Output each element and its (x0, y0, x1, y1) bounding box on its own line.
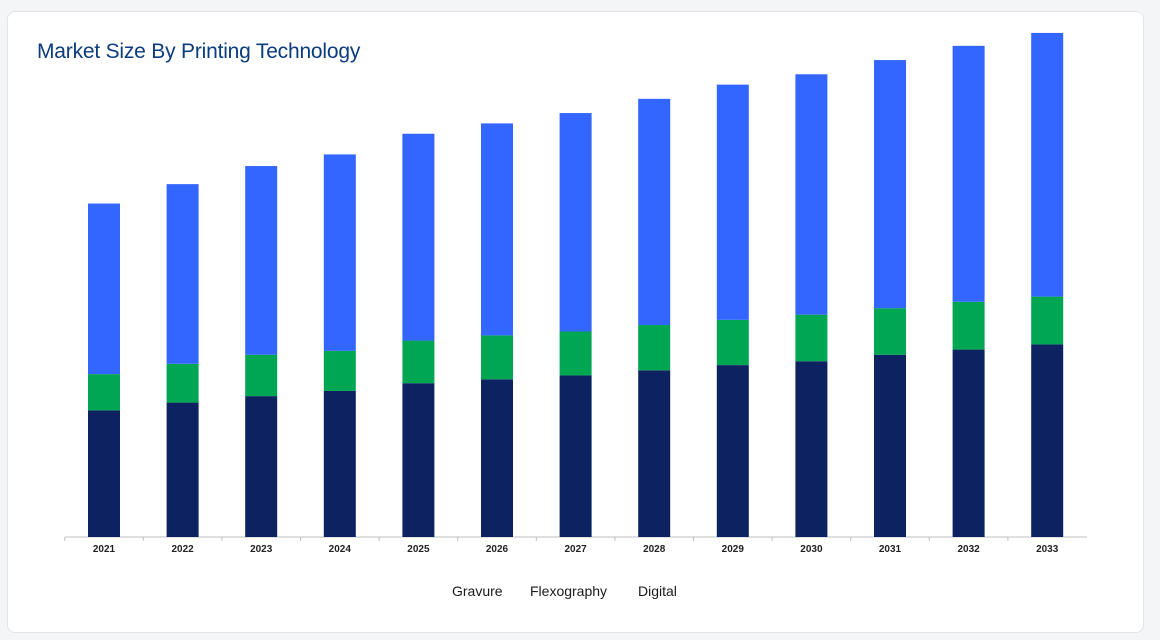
bar-digital-2021[interactable] (88, 203, 120, 375)
bar-flexography-2032[interactable] (952, 301, 985, 350)
bar-flexography-2029[interactable] (716, 319, 749, 366)
bar-gravure-2026[interactable] (481, 379, 513, 537)
bar-digital-2026[interactable] (481, 123, 513, 336)
bar-gravure-2032[interactable] (952, 349, 985, 537)
legend-item-digital[interactable]: Digital (638, 583, 677, 599)
bar-gravure-2031[interactable] (874, 354, 906, 537)
x-tick-label-2027: 2027 (564, 544, 587, 555)
x-tick-label-2030: 2030 (800, 544, 823, 555)
legend-item-gravure[interactable]: Gravure (452, 583, 503, 599)
bar-digital-2023[interactable] (245, 166, 278, 355)
bar-gravure-2028[interactable] (638, 370, 671, 537)
legend-item-flexography[interactable]: Flexography (530, 583, 607, 599)
x-tick-label-2028: 2028 (643, 544, 666, 555)
x-tick-label-2021: 2021 (93, 544, 116, 555)
bar-digital-2029[interactable] (716, 84, 749, 320)
x-tick-group: 2021 2022 2023 2024 2025 2026 2027 2028 2029 2030… (64, 537, 1059, 555)
bar-gravure-2022[interactable] (166, 402, 199, 537)
bar-flexography-2027[interactable] (559, 331, 592, 376)
bar-flexography-2023[interactable] (245, 354, 278, 397)
bar-flexography-2024[interactable] (323, 350, 356, 391)
bar-digital-2024[interactable] (323, 154, 356, 351)
bar-digital-2028[interactable] (638, 98, 671, 326)
bar-gravure-2029[interactable] (716, 365, 749, 537)
bar-gravure-2023[interactable] (245, 396, 278, 537)
bar-flexography-2026[interactable] (481, 335, 513, 380)
x-tick-label-2032: 2032 (957, 544, 980, 555)
x-tick-label-2029: 2029 (722, 544, 745, 555)
x-tick-label-2031: 2031 (879, 544, 902, 555)
bar-digital-2031[interactable] (874, 60, 906, 309)
x-tick-label-2022: 2022 (171, 544, 194, 555)
bar-flexography-2028[interactable] (638, 325, 671, 371)
bar-flexography-2031[interactable] (874, 308, 906, 355)
bar-gravure-2025[interactable] (402, 383, 435, 537)
x-tick-label-2024: 2024 (329, 544, 352, 555)
legend[interactable]: Gravure Flexography Digital (452, 583, 677, 599)
x-tick-label-2025: 2025 (407, 544, 430, 555)
bar-digital-2025[interactable] (402, 133, 435, 341)
bar-digital-2033[interactable] (1031, 32, 1064, 297)
bar-flexography-2033[interactable] (1031, 296, 1064, 345)
x-tick-label-2023: 2023 (250, 544, 273, 555)
bar-gravure-2027[interactable] (559, 375, 592, 537)
x-tick-label-2026: 2026 (486, 544, 509, 555)
bar-flexography-2021[interactable] (88, 374, 120, 411)
x-tick-label-2033: 2033 (1036, 544, 1059, 555)
bar-digital-2022[interactable] (166, 184, 199, 364)
bar-digital-2030[interactable] (795, 74, 828, 315)
bar-digital-2027[interactable] (559, 113, 592, 332)
bar-flexography-2030[interactable] (795, 314, 828, 362)
bar-gravure-2021[interactable] (88, 410, 120, 537)
bar-gravure-2033[interactable] (1031, 344, 1064, 537)
bar-gravure-2024[interactable] (323, 390, 356, 537)
bar-group (88, 32, 1064, 537)
bar-digital-2032[interactable] (952, 45, 985, 302)
bar-flexography-2022[interactable] (166, 363, 199, 403)
chart-title: Market Size By Printing Technology (37, 40, 361, 63)
bar-flexography-2025[interactable] (402, 340, 435, 384)
bar-gravure-2030[interactable] (795, 361, 828, 537)
